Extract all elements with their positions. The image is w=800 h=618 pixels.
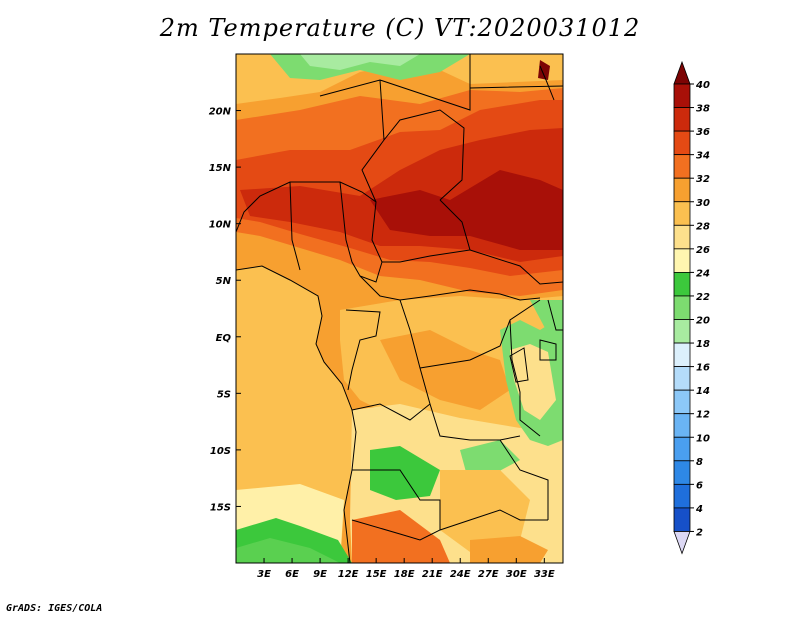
colorbar-swatch — [673, 483, 691, 509]
colorbar-max-triangle — [673, 60, 691, 85]
lat-tick-label: 15S — [210, 502, 231, 513]
colorbar-swatch — [673, 248, 691, 273]
map-frame — [235, 53, 564, 564]
lat-tick-label: 10S — [210, 446, 231, 457]
colorbar-label: 34 — [696, 151, 710, 162]
colorbar-min-triangle — [673, 531, 691, 555]
lon-tick-label: 33E — [534, 569, 555, 580]
colorbar-swatch — [673, 224, 691, 250]
lat-tick-label: 15N — [209, 163, 232, 174]
colorbar-swatch — [673, 319, 691, 344]
colorbar-swatch — [673, 507, 691, 532]
colorbar-label: 16 — [696, 363, 710, 374]
colorbar-swatch — [673, 460, 691, 485]
colorbar-label: 6 — [696, 480, 703, 491]
chart-title: 2m Temperature (C) VT:2020031012 — [159, 14, 641, 42]
grads-credit: GrADS: IGES/COLA — [6, 603, 103, 614]
colorbar-label: 32 — [696, 174, 710, 185]
lat-tick-label: 5S — [217, 389, 231, 400]
colorbar-swatch — [673, 389, 691, 415]
colorbar-label: 18 — [696, 339, 710, 350]
lat-tick-label: 20N — [209, 107, 232, 118]
colorbar-label: 26 — [696, 245, 710, 256]
lon-tick-label: 27E — [478, 569, 499, 580]
colorbar-label: 24 — [696, 268, 710, 279]
colorbar-label: 4 — [695, 504, 703, 515]
lon-tick-label: 3E — [257, 569, 271, 580]
lon-tick-label: 9E — [313, 569, 327, 580]
colorbar-label: 38 — [696, 104, 710, 115]
colorbar-label: 10 — [696, 433, 710, 444]
colorbar-swatch — [673, 83, 691, 108]
colorbar-label: 12 — [696, 410, 710, 421]
colorbar-label: 14 — [696, 386, 710, 397]
colorbar-swatch — [673, 342, 691, 367]
axis-ticks: 3E 6E 9E 12E 15E 18E 21E 24E 27E 30E 33E 20N 15N 10N 5… — [209, 107, 555, 580]
colorbar-swatch — [673, 177, 691, 203]
colorbar-swatch — [673, 295, 691, 320]
lon-tick-label: 21E — [422, 569, 443, 580]
colorbar-swatch — [673, 271, 691, 297]
colorbar-label: 30 — [696, 198, 710, 209]
lon-tick-label: 30E — [506, 569, 527, 580]
lon-tick-label: 18E — [394, 569, 415, 580]
colorbar-label: 2 — [696, 527, 703, 538]
colorbar-label: 28 — [696, 221, 710, 232]
lat-tick-label: 5N — [216, 276, 232, 287]
colorbar-swatch — [673, 130, 691, 156]
colorbar-swatch — [673, 154, 691, 179]
colorbar-label: 20 — [696, 316, 710, 327]
colorbar-swatch — [673, 107, 691, 132]
temperature-field — [236, 54, 563, 563]
colorbar-swatch — [673, 201, 691, 226]
colorbar-label: 40 — [695, 80, 710, 91]
lat-tick-label: EQ — [216, 333, 232, 344]
colorbar-label: 36 — [696, 127, 710, 138]
lat-tick-label: 10N — [209, 220, 232, 231]
colorbar-label: 8 — [696, 457, 703, 468]
colorbar-swatch — [673, 413, 691, 438]
colorbar-swatch — [673, 366, 691, 391]
colorbar-swatch — [673, 436, 691, 462]
lon-tick-label: 24E — [450, 569, 471, 580]
colorbar: 40 38 36 34 32 30 28 26 24 22 20 18 16 14 12 10 8 6 4 2 — [673, 60, 710, 555]
borders — [236, 54, 563, 563]
lon-tick-label: 6E — [285, 569, 299, 580]
colorbar-label: 22 — [696, 292, 710, 303]
lon-tick-label: 12E — [338, 569, 359, 580]
lon-tick-label: 15E — [366, 569, 387, 580]
